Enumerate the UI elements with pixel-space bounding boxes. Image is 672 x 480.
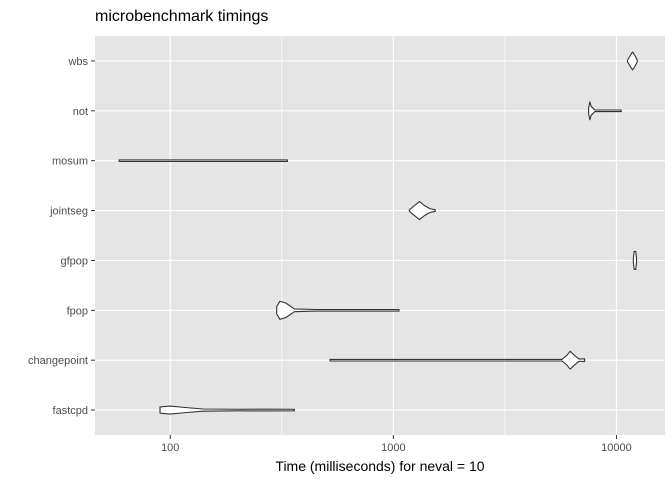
violin-fpop xyxy=(276,300,400,320)
grid-lines xyxy=(95,36,665,435)
y-tick-label: fpop xyxy=(67,305,88,317)
violin-gfpop xyxy=(632,250,638,270)
y-tick-label: not xyxy=(73,106,88,118)
x-tick-label: 1000 xyxy=(381,442,405,454)
y-tick-label: changepoint xyxy=(28,355,88,367)
x-axis: 100 1000 10000 xyxy=(161,435,632,454)
y-tick-label: wbs xyxy=(67,56,88,68)
violin-fastcpd xyxy=(159,405,295,415)
x-tick-label: 100 xyxy=(161,442,179,454)
violin-not xyxy=(588,101,622,121)
y-axis: wbs not mosum jointseg gfpop fpop changepoint f… xyxy=(28,56,95,417)
chart-title: microbenchmark timings xyxy=(95,8,268,25)
plot-panel xyxy=(95,36,665,435)
x-axis-title: Time (milliseconds) for neval = 10 xyxy=(275,458,484,474)
violins xyxy=(118,51,638,415)
violin-jointseg xyxy=(408,201,436,221)
y-tick-label: mosum xyxy=(52,156,88,168)
violin-changepoint xyxy=(329,350,586,370)
violin-mosum xyxy=(118,159,288,163)
violin-wbs xyxy=(626,51,638,71)
y-tick-label: fastcpd xyxy=(53,405,88,417)
x-tick-label: 10000 xyxy=(601,442,632,454)
y-tick-label: jointseg xyxy=(49,206,88,218)
y-tick-label: gfpop xyxy=(60,255,88,267)
